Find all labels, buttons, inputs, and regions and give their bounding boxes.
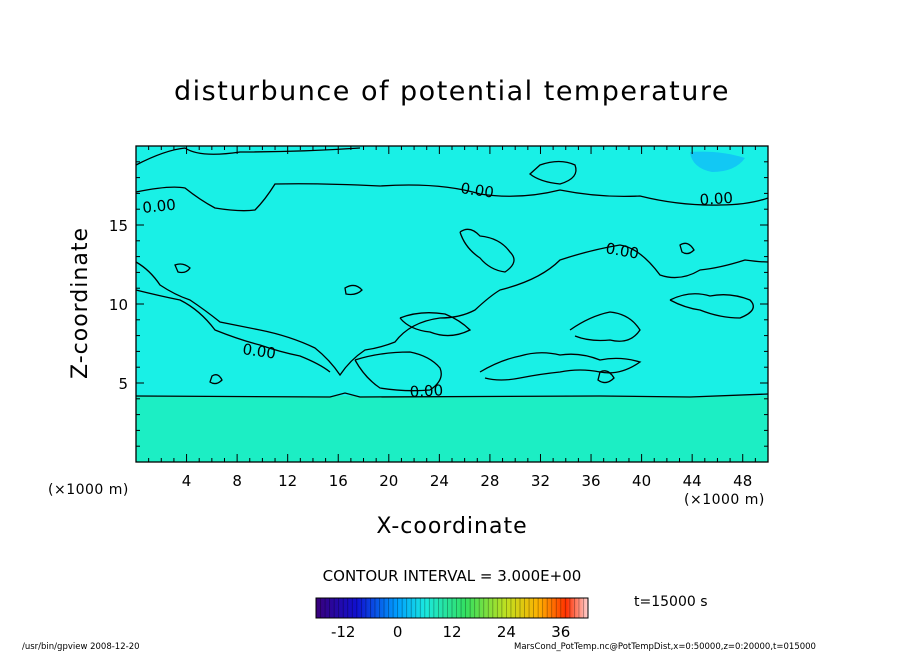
contour-cloud-inner-12	[679, 242, 695, 255]
colorbar: -12 0 12 24 36	[315, 597, 589, 641]
contour-cloud-inner-4	[569, 311, 641, 342]
colorbar-tick-label: 36	[551, 623, 570, 641]
contour-cloud-inner-5	[669, 293, 754, 319]
contour-interval: CONTOUR INTERVAL = 3.000E+00	[322, 567, 582, 585]
x-tick-label: 28	[480, 472, 499, 490]
x-axis-title: X-coordinate	[376, 514, 528, 539]
colorbar-tick-label: -12	[331, 623, 356, 641]
contour-cloud-inner-7	[459, 228, 515, 273]
contour-lower-boundary	[135, 392, 769, 398]
contour-top-right	[528, 160, 577, 185]
contour-cloud-inner-11	[597, 370, 615, 384]
zero-contours	[135, 147, 769, 398]
chart-title: disturbunce of potential temperature	[174, 76, 730, 107]
contour-label: 0.00	[604, 239, 640, 263]
colorbar-tick-label: 12	[442, 623, 461, 641]
contour-cloud-left	[135, 244, 769, 377]
x-unit-left: (×1000 m)	[48, 482, 129, 498]
x-unit-right: (×1000 m)	[684, 492, 765, 508]
x-tick-label: 40	[632, 472, 651, 490]
contour-label: 0.00	[699, 189, 734, 209]
x-tick-label: 24	[430, 472, 449, 490]
x-tick-label: 4	[182, 472, 192, 490]
x-tick-label: 8	[232, 472, 242, 490]
footer-left: /usr/bin/gpview 2008-12-20	[22, 642, 140, 652]
contour-cloud-inner-1	[135, 289, 331, 373]
heatmap-field	[136, 146, 768, 462]
contour-cloud-inner-8	[174, 263, 191, 274]
contour-cloud-inner-2	[354, 351, 442, 392]
y-axis: 5 10 15	[109, 161, 768, 447]
upper-anomaly	[690, 151, 745, 172]
colorbar-tick-label: 0	[393, 623, 403, 641]
contour-cloud-inner-9	[344, 284, 363, 296]
contour-label: 0.00	[459, 179, 495, 201]
x-axis: 4 8 12 16 20 24 28 32 36 40 44 48	[148, 146, 756, 490]
time-label: t=15000 s	[634, 594, 708, 610]
x-tick-label: 20	[379, 472, 398, 490]
footer-right: MarsCond_PotTemp.nc@PotTempDist,x=0:5000…	[514, 642, 816, 652]
contour-top-left	[135, 147, 361, 166]
contour-left-upper	[135, 183, 769, 212]
upper-field	[136, 146, 768, 396]
contour-cloud-inner-3	[479, 352, 642, 381]
y-tick-label: 10	[109, 296, 128, 314]
contour-label: 0.00	[241, 340, 277, 362]
y-tick-label: 15	[109, 217, 128, 235]
x-tick-label: 36	[581, 472, 600, 490]
y-axis-title: Z-coordinate	[68, 227, 93, 379]
colorbar-stripes	[315, 598, 589, 618]
contour-label: 0.00	[409, 381, 443, 401]
contour-cloud-inner-10	[209, 374, 223, 385]
x-tick-label: 32	[531, 472, 550, 490]
contour-label: 0.00	[142, 196, 177, 217]
colorbar-fill	[315, 597, 589, 619]
x-tick-label: 12	[278, 472, 297, 490]
contour-cloud-inner-6	[399, 312, 472, 337]
contour-labels: 0.00 0.00 0.00 0.00 0.00 0.00	[142, 179, 734, 401]
colorbar-ticks: -12 0 12 24 36	[331, 623, 570, 641]
colorbar-tick-label: 24	[497, 623, 516, 641]
x-tick-label: 48	[733, 472, 752, 490]
lower-field	[136, 396, 768, 462]
x-tick-label: 16	[329, 472, 348, 490]
x-tick-label: 44	[683, 472, 702, 490]
y-tick-label: 5	[118, 375, 128, 393]
